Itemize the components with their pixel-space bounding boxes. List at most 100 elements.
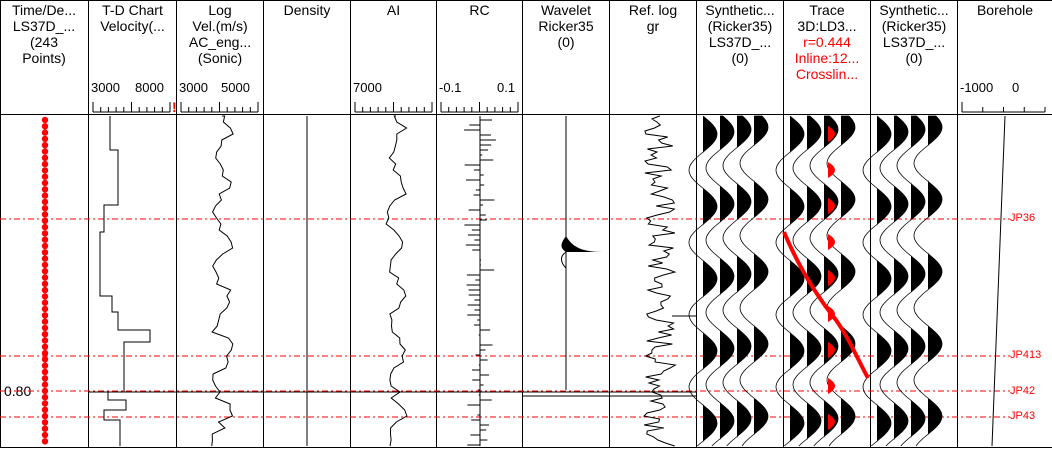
seismic-trace (841, 116, 855, 446)
synthetic-trace (896, 115, 926, 447)
header-line: Vel.(m/s) (192, 18, 248, 34)
time-point-dot (41, 406, 49, 413)
time-point-dot (41, 192, 49, 199)
ai-curve (385, 115, 408, 447)
track-ref-log[interactable]: Ref. log gr (610, 0, 697, 448)
header-line: Wavelet (540, 2, 592, 18)
header-line: Density (283, 2, 331, 18)
track-wavelet[interactable]: Wavelet Ricker35 (0) (523, 0, 610, 448)
trace-highlight (828, 342, 835, 358)
header-line: 3D:LD3... (797, 18, 857, 34)
header-line: RC (469, 2, 490, 18)
header-line: Synthetic... (879, 2, 949, 18)
time-point-dot (41, 173, 49, 180)
header-line: AI (386, 2, 401, 18)
time-point-dot (41, 412, 49, 420)
time-point-dot (41, 337, 49, 344)
time-point-dot (41, 286, 49, 294)
track-header-log[interactable]: Log Vel.(m/s) AC_eng... (Sonic) (177, 2, 263, 66)
bottom-border (0, 447, 1052, 448)
header-line: Inline:12... (794, 50, 860, 66)
header-line: LS37D_... (882, 34, 946, 50)
time-point-dot (41, 324, 49, 332)
time-point-dot (41, 293, 49, 300)
time-point-dot (41, 387, 49, 395)
synthetic-trace (862, 115, 892, 447)
time-point-dot (41, 438, 49, 445)
header-line: r=0.444 (803, 34, 851, 50)
header-line: (Ricker35) (707, 18, 773, 34)
trace-highlight (828, 126, 835, 142)
track-ai[interactable]: AI 7000 (351, 0, 437, 448)
header-line: (0) (557, 34, 575, 50)
header-line: Time/De... (11, 2, 77, 18)
track-header-synthetic-2[interactable]: Synthetic... (Ricker35) LS37D_... (0) (871, 2, 957, 66)
td-curve (99, 116, 151, 446)
seismic-trace (809, 115, 839, 447)
track-log[interactable]: Log Vel.(m/s) AC_eng... (Sonic) 3000 500… (177, 0, 264, 448)
time-point-dot (41, 394, 49, 401)
track-header-wavelet[interactable]: Wavelet Ricker35 (0) (523, 2, 609, 50)
scale-label: -1000 (960, 80, 994, 95)
track-synthetic-2[interactable]: Synthetic... (Ricker35) LS37D_... (0) (871, 0, 958, 448)
track-header-synthetic-1[interactable]: Synthetic... (Ricker35) LS37D_... (0) (697, 2, 783, 66)
track-header-trace[interactable]: Trace 3D:LD3... r=0.444 Inline:12... Cro… (784, 2, 870, 82)
time-point-dot (41, 154, 49, 161)
scale-label: 7000 (353, 80, 382, 95)
track-borehole[interactable]: Borehole -1000 0 (958, 0, 1052, 448)
track-density[interactable]: Density (264, 0, 351, 448)
track-header-rc[interactable]: RC (437, 2, 522, 18)
track-trace[interactable]: Trace 3D:LD3... r=0.444 Inline:12... Cro… (784, 0, 871, 448)
track-header-ref-log[interactable]: Ref. log gr (610, 2, 696, 34)
marker-label-jp42[interactable]: JP42 (1010, 385, 1036, 397)
track-time[interactable]: Time/De... LS37D_... (243 Points) (0, 0, 89, 448)
left-border (0, 0, 1, 448)
time-point-dot (41, 205, 49, 212)
time-point-dot (41, 312, 49, 319)
trace-highlight (828, 234, 835, 250)
header-divider (0, 114, 1052, 115)
track-header-borehole[interactable]: Borehole (958, 2, 1052, 18)
track-header-density[interactable]: Density (264, 2, 350, 18)
header-line: Ricker35 (538, 18, 594, 34)
track-td-chart[interactable]: T-D Chart Velocity(... 3000 8000 (89, 0, 177, 448)
synthetic-trace (911, 116, 925, 446)
header-line: (Sonic) (197, 50, 243, 66)
scale-label: 5000 (221, 80, 250, 95)
time-point-dot (41, 160, 49, 168)
header-line: Trace (809, 2, 845, 18)
header-line: Ref. log (628, 2, 678, 18)
marker-label-jp413[interactable]: JP413 (1010, 349, 1042, 361)
time-point-dot (41, 356, 49, 363)
time-point-dot (41, 299, 49, 306)
track-header-ai[interactable]: AI (351, 2, 436, 18)
synthetic-trace (703, 116, 717, 446)
trace-highlight (828, 198, 835, 214)
track-header-td-chart[interactable]: T-D Chart Velocity(... (89, 2, 176, 34)
seismic-trace (775, 115, 805, 447)
time-point-dot (41, 148, 49, 155)
synthetic-trace (739, 115, 769, 447)
track-rc[interactable]: RC -0.1 0.1 (437, 0, 523, 448)
trace-highlight (828, 414, 835, 430)
synthetic-trace (688, 115, 718, 447)
header-line: Log (208, 2, 232, 18)
marker-label-jp36[interactable]: JP36 (1010, 212, 1036, 224)
red-exclaim-icon: ! (172, 99, 177, 115)
track-synthetic-1[interactable]: Synthetic... (Ricker35) LS37D_... (0) (697, 0, 784, 448)
header-line: LS37D_... (708, 34, 772, 50)
scale-label: 3000 (179, 80, 208, 95)
synthetic-trace (754, 116, 768, 446)
track-header-time[interactable]: Time/De... LS37D_... (243 Points) (0, 2, 88, 66)
header-line: Synthetic... (705, 2, 775, 18)
synthetic-trace (705, 115, 735, 447)
top-border (0, 0, 1052, 1)
seismic-trace (792, 115, 822, 447)
time-point-dot (41, 135, 49, 143)
marker-label-jp43[interactable]: JP43 (1010, 410, 1036, 422)
time-point-dot (41, 179, 49, 187)
correlation-curve (782, 231, 870, 379)
time-point-dot (41, 305, 49, 313)
time-point-dot (41, 331, 49, 338)
